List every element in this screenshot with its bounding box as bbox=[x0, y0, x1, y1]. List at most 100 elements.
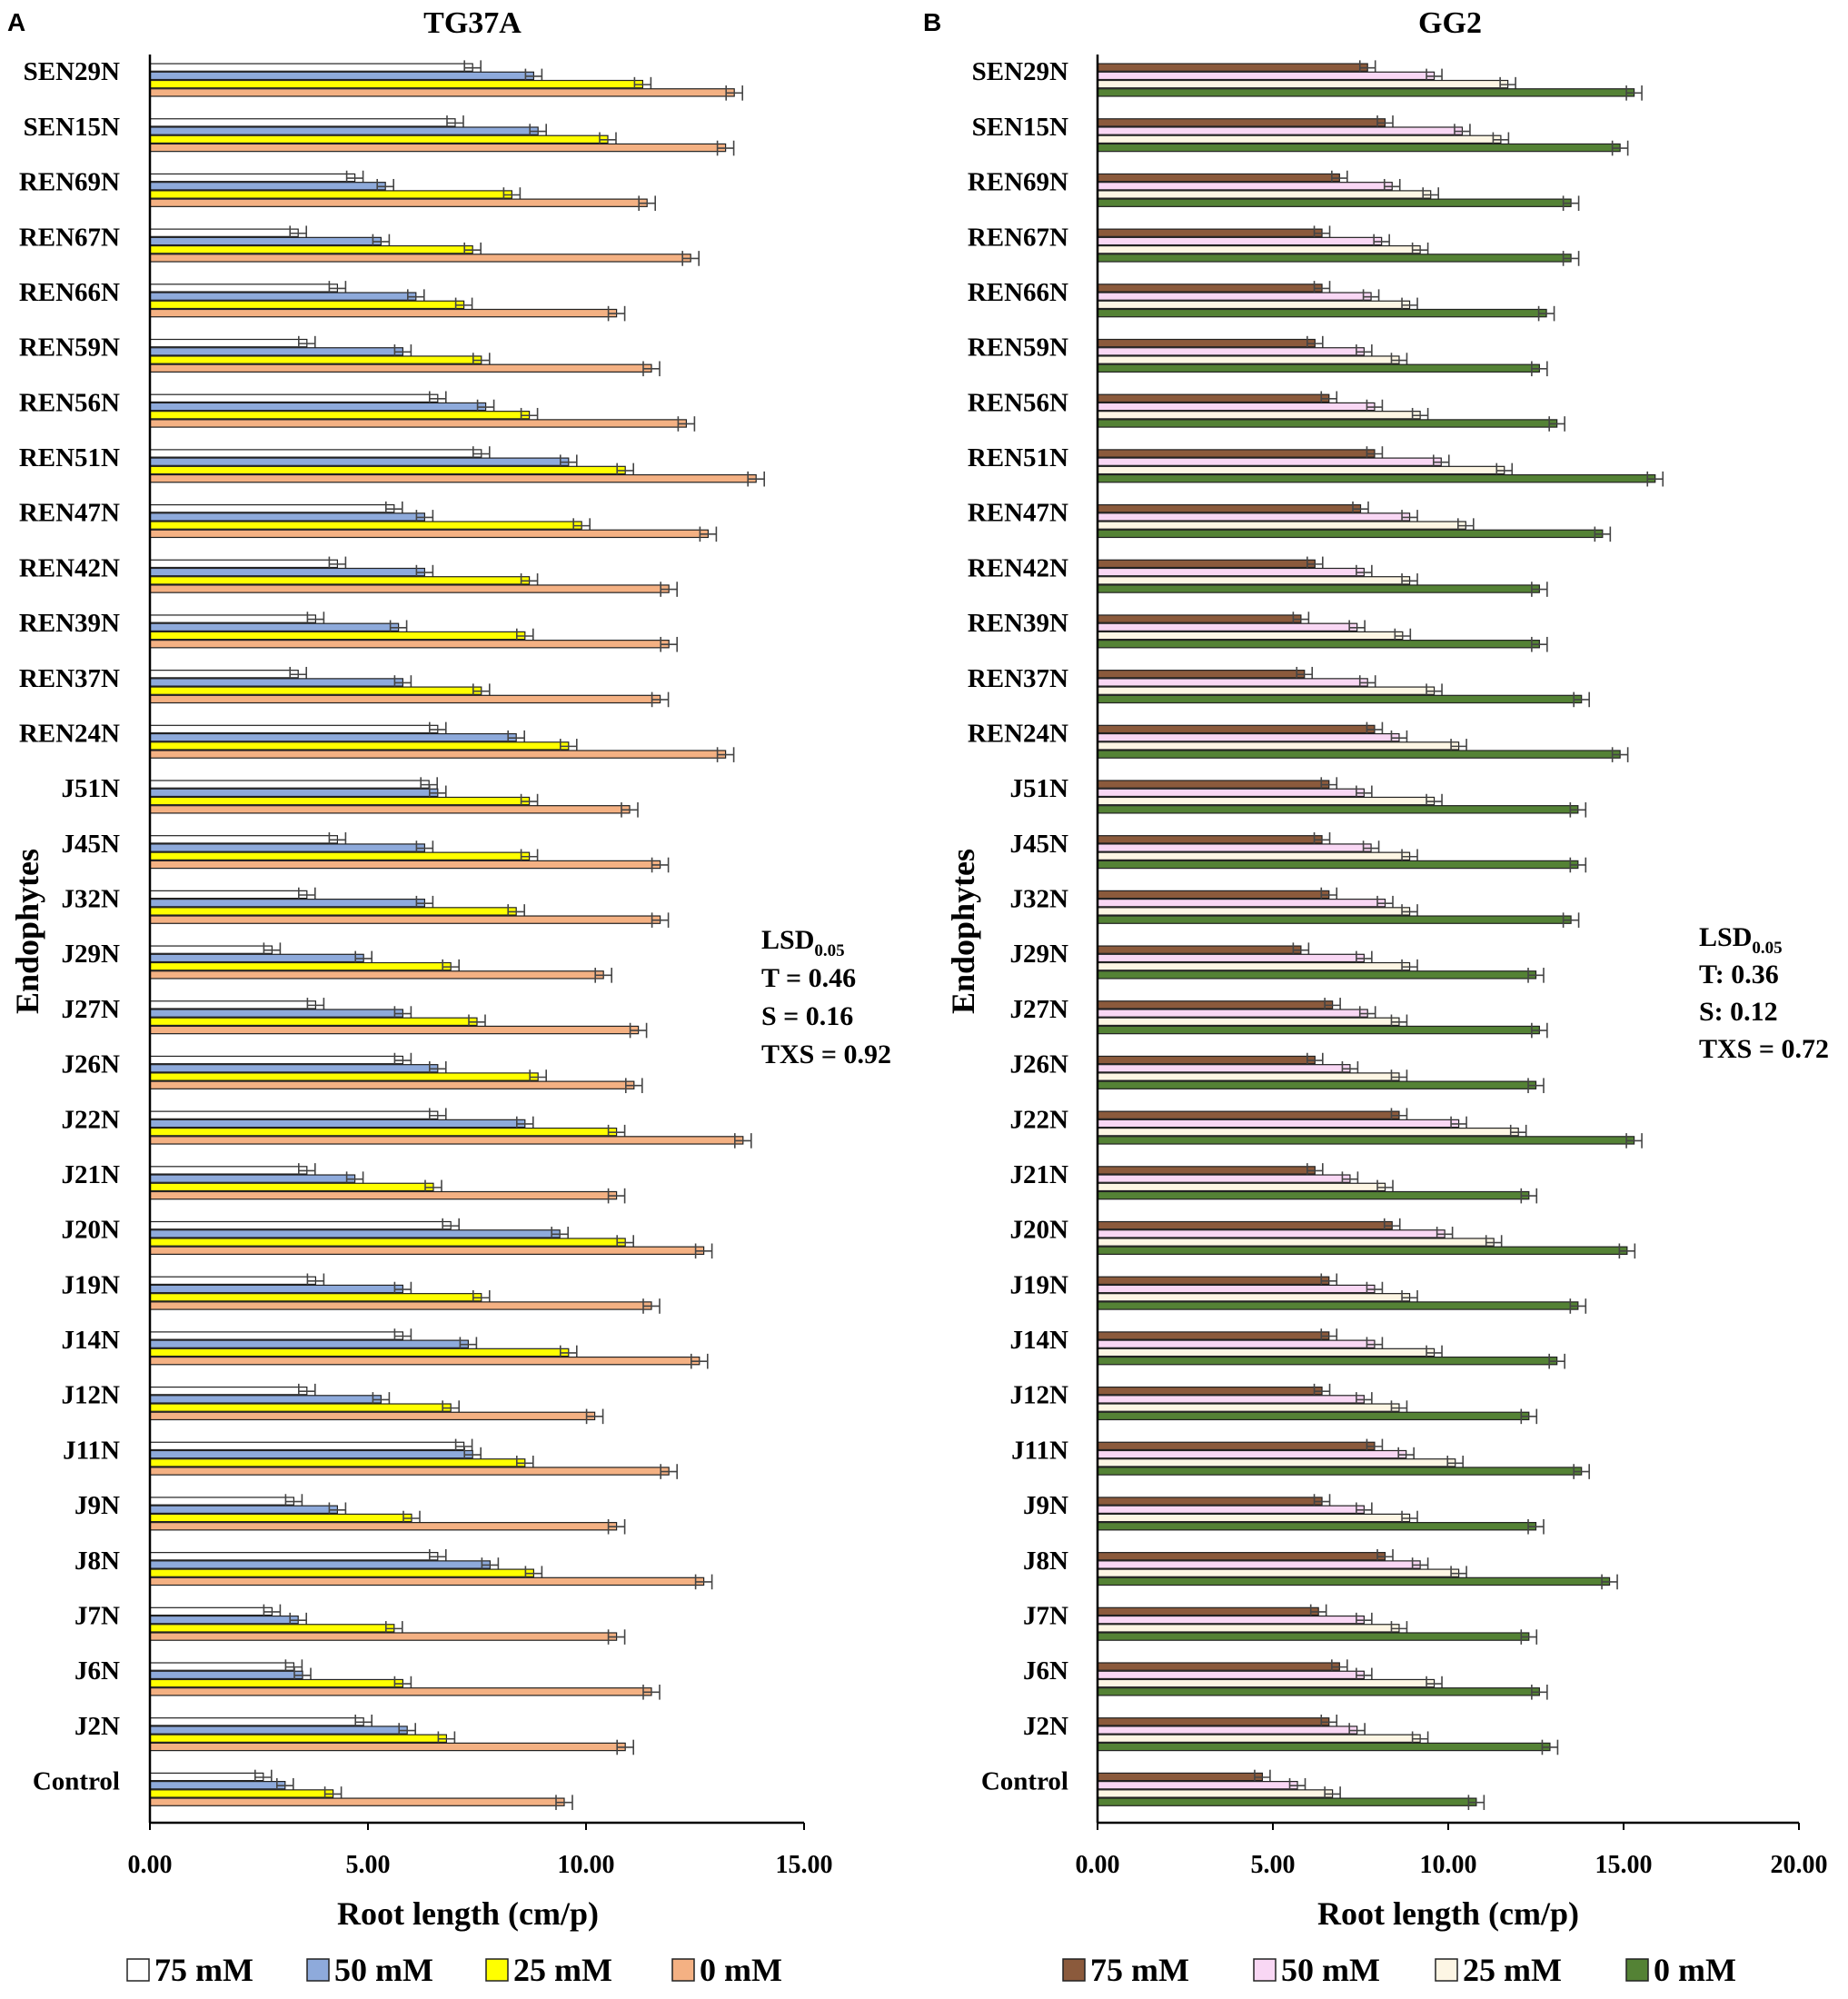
panel-letter: A bbox=[7, 8, 25, 36]
bar-J12N-0mM bbox=[1097, 1411, 1530, 1421]
lsd-title: LSD0.05 bbox=[1699, 922, 1783, 958]
category-label: REN37N bbox=[968, 664, 1068, 693]
lsd-title: LSD0.05 bbox=[761, 925, 845, 960]
bar-J19N-25mM bbox=[149, 1293, 482, 1302]
bar-REN67N-25mM bbox=[149, 244, 473, 254]
lsd-value: TXS = 0.92 bbox=[761, 1039, 891, 1069]
bar-J19N-0mM bbox=[1097, 1301, 1579, 1310]
lsd-value: T = 0.46 bbox=[761, 963, 856, 993]
legend-label: 25 mM bbox=[513, 1952, 612, 1988]
bar-REN59N-50mM bbox=[149, 347, 403, 356]
bar-J6N-0mM bbox=[1097, 1687, 1540, 1696]
category-label: REN69N bbox=[19, 168, 120, 197]
bar-J9N-50mM bbox=[1097, 1505, 1365, 1514]
bar-REN37N-0mM bbox=[1097, 694, 1583, 704]
category-label: J9N bbox=[1023, 1491, 1068, 1520]
bar-Control-25mM bbox=[149, 1789, 334, 1798]
bar-SEN15N-75mM bbox=[1097, 118, 1386, 127]
bar-REN59N-25mM bbox=[149, 355, 482, 364]
bar-REN59N-50mM bbox=[1097, 347, 1365, 356]
category-label: J9N bbox=[75, 1491, 120, 1520]
bar-REN69N-50mM bbox=[1097, 182, 1393, 191]
bar-REN56N-25mM bbox=[1097, 411, 1421, 420]
category-label: J7N bbox=[75, 1601, 120, 1630]
bar-J6N-25mM bbox=[149, 1678, 403, 1688]
bar-J32N-50mM bbox=[1097, 899, 1386, 908]
bar-REN56N-0mM bbox=[149, 419, 688, 428]
bar-J51N-25mM bbox=[149, 796, 531, 806]
bar-J32N-25mM bbox=[149, 907, 517, 916]
bar-J51N-50mM bbox=[149, 788, 439, 798]
bar-REN56N-25mM bbox=[149, 411, 531, 420]
legend-swatch bbox=[671, 1958, 695, 1982]
category-label: J11N bbox=[1011, 1436, 1068, 1465]
bar-J27N-0mM bbox=[149, 1025, 640, 1035]
category-label: REN66N bbox=[19, 278, 120, 307]
chart-panel-B: B GG2 SEN29N SEN15N REN69N REN67N REN66N REN59N… bbox=[923, 6, 1829, 1988]
bar-REN59N-0mM bbox=[1097, 363, 1540, 373]
category-label: J22N bbox=[62, 1105, 121, 1134]
bar-SEN29N-75mM bbox=[149, 63, 473, 72]
bar-Control-50mM bbox=[149, 1781, 286, 1790]
bar-REN69N-25mM bbox=[1097, 190, 1432, 199]
chart-title: TG37A bbox=[423, 6, 522, 40]
bar-SEN15N-50mM bbox=[1097, 126, 1464, 135]
category-label: J12N bbox=[1010, 1381, 1069, 1410]
category-label: REN39N bbox=[968, 609, 1068, 638]
bar-Control-75mM bbox=[149, 1772, 264, 1782]
bar-J7N-25mM bbox=[149, 1624, 395, 1633]
bar-J20N-25mM bbox=[149, 1238, 626, 1247]
lsd-value: T: 0.36 bbox=[1699, 960, 1779, 990]
bar-REN66N-50mM bbox=[149, 292, 417, 301]
bar-J29N-0mM bbox=[1097, 970, 1537, 980]
bar-J22N-75mM bbox=[1097, 1110, 1400, 1119]
bar-J20N-75mM bbox=[1097, 1220, 1393, 1230]
bar-J11N-75mM bbox=[149, 1441, 465, 1451]
bar-REN51N-0mM bbox=[1097, 473, 1656, 483]
category-label: REN66N bbox=[968, 278, 1068, 307]
legend-swatch bbox=[126, 1958, 150, 1982]
bar-J11N-25mM bbox=[1097, 1458, 1456, 1467]
x-axis-title: Root length (cm/p) bbox=[337, 1895, 599, 1932]
bar-SEN15N-25mM bbox=[1097, 134, 1502, 144]
bar-J22N-25mM bbox=[149, 1127, 618, 1137]
bar-SEN29N-50mM bbox=[1097, 71, 1436, 81]
bar-REN39N-0mM bbox=[1097, 640, 1540, 649]
bar-REN51N-25mM bbox=[149, 465, 626, 475]
bar-J45N-50mM bbox=[149, 843, 425, 852]
bar-J6N-50mM bbox=[149, 1670, 303, 1680]
bar-J9N-25mM bbox=[1097, 1513, 1411, 1523]
bar-REN51N-75mM bbox=[149, 449, 482, 458]
bar-REN51N-0mM bbox=[149, 473, 757, 483]
bar-J9N-0mM bbox=[1097, 1522, 1537, 1531]
legend-label: 0 mM bbox=[1654, 1952, 1736, 1988]
category-label: J7N bbox=[1023, 1601, 1068, 1630]
bar-J29N-50mM bbox=[149, 953, 364, 963]
category-label: J26N bbox=[1010, 1050, 1069, 1079]
bar-REN37N-75mM bbox=[1097, 670, 1306, 679]
bar-REN39N-25mM bbox=[1097, 631, 1404, 641]
bar-J7N-50mM bbox=[1097, 1615, 1365, 1625]
bar-J7N-50mM bbox=[149, 1615, 299, 1625]
bar-REN66N-0mM bbox=[1097, 308, 1547, 318]
category-label: REN51N bbox=[968, 443, 1068, 472]
category-label: REN56N bbox=[968, 388, 1068, 417]
bar-REN69N-0mM bbox=[1097, 198, 1572, 207]
bar-REN47N-25mM bbox=[149, 521, 582, 530]
y-axis-title: Endophytes bbox=[945, 849, 981, 1014]
bar-J22N-75mM bbox=[149, 1110, 439, 1119]
bar-J21N-0mM bbox=[149, 1190, 618, 1200]
category-label: J22N bbox=[1010, 1105, 1069, 1134]
bar-J12N-50mM bbox=[1097, 1395, 1365, 1404]
bar-REN24N-0mM bbox=[149, 750, 727, 759]
bar-SEN15N-0mM bbox=[1097, 143, 1621, 153]
bar-REN39N-75mM bbox=[1097, 614, 1302, 623]
category-label: REN47N bbox=[968, 499, 1068, 528]
bar-REN47N-75mM bbox=[1097, 503, 1362, 513]
bar-REN24N-25mM bbox=[149, 741, 570, 751]
x-tick-label: 20.00 bbox=[1771, 1851, 1828, 1879]
bar-J2N-50mM bbox=[1097, 1726, 1358, 1735]
bar-J26N-50mM bbox=[149, 1064, 439, 1073]
bar-J8N-0mM bbox=[149, 1576, 705, 1586]
category-label: J27N bbox=[62, 995, 121, 1024]
